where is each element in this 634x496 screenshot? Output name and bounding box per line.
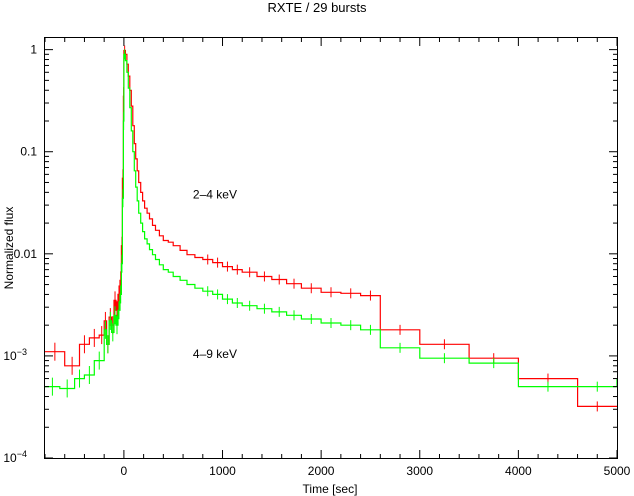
y-tick-label: 10−4 — [3, 449, 27, 465]
x-tick-label: 5000 — [604, 464, 631, 478]
y-tick-label: 0.01 — [14, 247, 38, 261]
x-axis-label: Time [sec] — [303, 482, 358, 496]
x-axis: 0 1000 2000 3000 4000 5000 — [44, 38, 631, 478]
y-axis: 1 0.1 0.01 10−3 10−4 — [3, 43, 617, 465]
x-tick-label: 0 — [121, 464, 128, 478]
annotation-label: 2–4 keV — [193, 187, 237, 201]
x-tick-label: 4000 — [505, 464, 532, 478]
y-tick-label: 10−3 — [3, 347, 27, 363]
series-1-line — [45, 53, 618, 390]
annotations: 2–4 keV 4–9 keV — [193, 187, 237, 361]
annotation-label: 4–9 keV — [193, 347, 237, 361]
x-tick-label: 1000 — [209, 464, 236, 478]
plot-frame — [44, 37, 618, 459]
chart-title: RXTE / 29 bursts — [268, 0, 367, 15]
y-tick-label: 1 — [30, 43, 37, 57]
x-tick-label: 2000 — [308, 464, 335, 478]
y-tick-label: 0.1 — [20, 145, 37, 159]
y-axis-label: Normalized flux — [2, 207, 16, 290]
plot-series — [45, 45, 618, 412]
series-0-line — [45, 49, 617, 407]
x-tick-label: 3000 — [406, 464, 433, 478]
